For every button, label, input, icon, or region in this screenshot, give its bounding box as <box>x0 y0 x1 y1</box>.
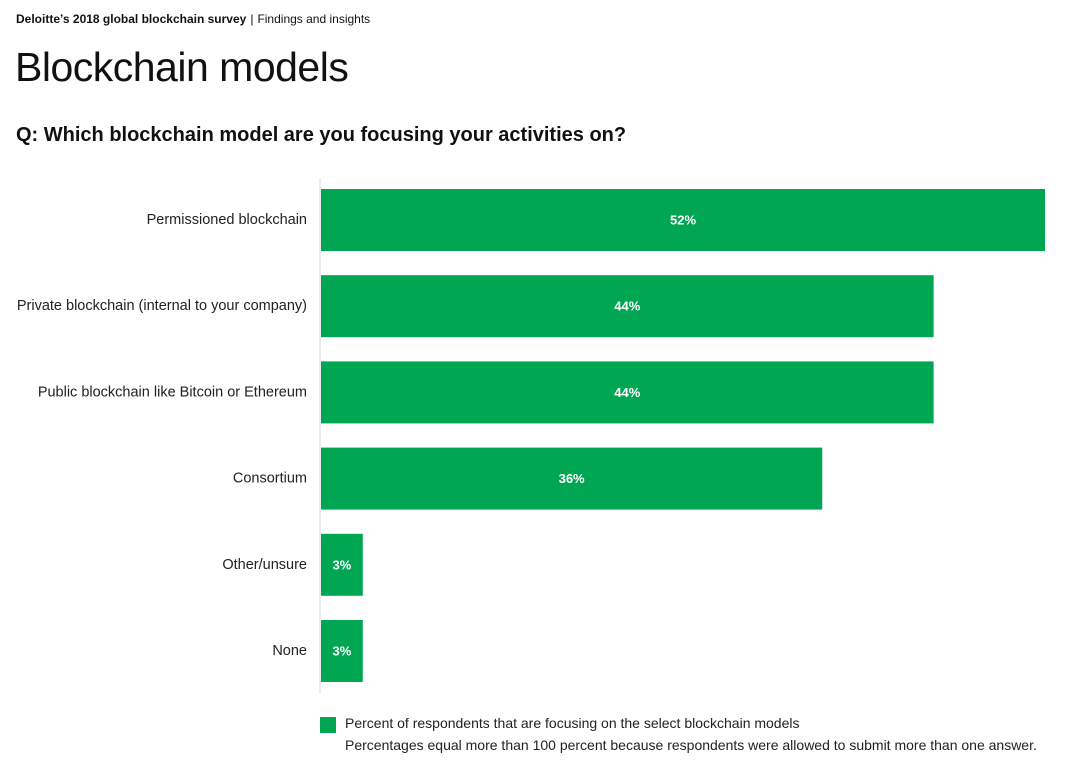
category-label: Consortium <box>233 471 307 487</box>
category-label: Public blockchain like Bitcoin or Ethere… <box>38 384 307 400</box>
header-breadcrumb: Deloitte’s 2018 global blockchain survey… <box>16 12 370 26</box>
category-label: Other/unsure <box>222 557 307 573</box>
bar <box>321 620 363 682</box>
header-separator: | <box>250 12 254 26</box>
bar <box>321 533 363 596</box>
data-label: 52% <box>670 213 696 228</box>
data-label: 44% <box>614 299 640 314</box>
legend-label: Percent of respondents that are focusing… <box>345 715 800 731</box>
section-title: Findings and insights <box>257 12 371 26</box>
legend-swatch <box>320 717 336 733</box>
bar <box>321 361 934 424</box>
data-label: 3% <box>332 557 351 572</box>
category-label: None <box>272 643 307 659</box>
page-title: Blockchain models <box>15 44 349 90</box>
data-label: 44% <box>614 385 640 400</box>
footnote: Percentages equal more than 100 percent … <box>345 737 1037 753</box>
bar <box>321 447 823 510</box>
bar-chart: Permissioned blockchain 52% Private blockc… <box>17 178 1045 694</box>
survey-question: Q: Which blockchain model are you focusi… <box>16 124 627 146</box>
bar <box>321 189 1045 251</box>
survey-title: Deloitte’s 2018 global blockchain survey <box>16 12 247 26</box>
category-label: Permissioned blockchain <box>147 212 307 228</box>
category-label: Private blockchain (internal to your com… <box>17 298 307 314</box>
data-label: 3% <box>332 644 351 659</box>
bar <box>321 275 934 338</box>
chart-marks: Permissioned blockchain 52% Private blockc… <box>17 189 1045 682</box>
data-label: 36% <box>559 471 585 486</box>
